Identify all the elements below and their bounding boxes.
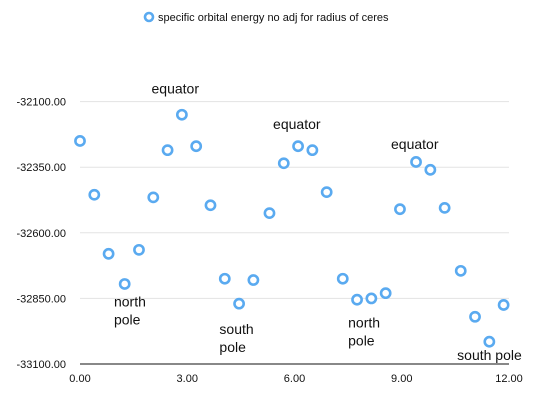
data-point — [147, 191, 160, 204]
data-point — [438, 201, 451, 214]
data-point — [379, 287, 392, 300]
data-point — [204, 199, 217, 212]
annotations: equator equator equator north pole south pole n… — [114, 81, 522, 363]
annotation-label: equator — [391, 136, 439, 152]
legend: specific orbital energy no adj for radiu… — [143, 11, 389, 24]
y-tick-label: -32850.00 — [16, 293, 66, 305]
annotation-label: pole — [219, 339, 246, 355]
data-point — [394, 203, 406, 216]
data-point — [410, 156, 422, 168]
annotation-label: equator — [273, 116, 321, 132]
y-tick-label: -32100.00 — [16, 97, 66, 109]
legend-label: specific orbital energy no adj for radiu… — [158, 12, 389, 24]
data-point — [454, 264, 467, 277]
data-point — [306, 144, 319, 157]
gridlines — [80, 101, 509, 299]
data-point — [365, 292, 378, 305]
y-tick-label: -32350.00 — [16, 162, 66, 174]
data-point — [277, 157, 290, 170]
data-point — [233, 297, 245, 310]
data-point — [247, 274, 260, 286]
data-point — [74, 135, 86, 147]
data-point — [88, 188, 101, 201]
data-point — [336, 272, 349, 285]
data-point — [190, 140, 203, 153]
y-tick-label: -32600.00 — [16, 228, 66, 240]
x-tick-labels: 0.00 3.00 6.00 9.00 12.00 — [69, 373, 522, 385]
annotation-label: equator — [152, 81, 200, 97]
data-point — [292, 140, 304, 153]
x-tick-label: 0.00 — [69, 373, 90, 385]
data-point — [263, 207, 276, 220]
data-point — [424, 163, 437, 176]
x-tick-label: 12.00 — [495, 373, 523, 385]
data-point — [161, 144, 174, 157]
data-point — [351, 293, 363, 306]
data-point — [469, 310, 481, 323]
data-point — [497, 299, 510, 311]
data-point — [320, 186, 333, 199]
data-points — [74, 108, 510, 348]
y-tick-label: -33100.00 — [16, 359, 66, 371]
x-tick-label: 6.00 — [284, 373, 305, 385]
y-tick-labels: -32100.00 -32350.00 -32600.00 -32850.00 -331… — [16, 97, 66, 371]
x-tick-label: 3.00 — [177, 373, 198, 385]
annotation-label: north — [348, 314, 380, 330]
data-point — [133, 243, 145, 256]
data-point — [102, 247, 115, 260]
data-point — [118, 278, 131, 290]
annotation-label: south pole — [457, 347, 522, 363]
data-point — [218, 272, 231, 285]
annotation-label: pole — [348, 333, 375, 349]
annotation-label: south — [219, 321, 253, 337]
data-point — [483, 335, 496, 348]
x-tick-label: 9.00 — [391, 373, 412, 385]
annotation-label: pole — [114, 312, 141, 328]
annotation-label: north — [114, 293, 146, 309]
legend-marker — [143, 11, 155, 23]
data-point — [175, 108, 188, 121]
